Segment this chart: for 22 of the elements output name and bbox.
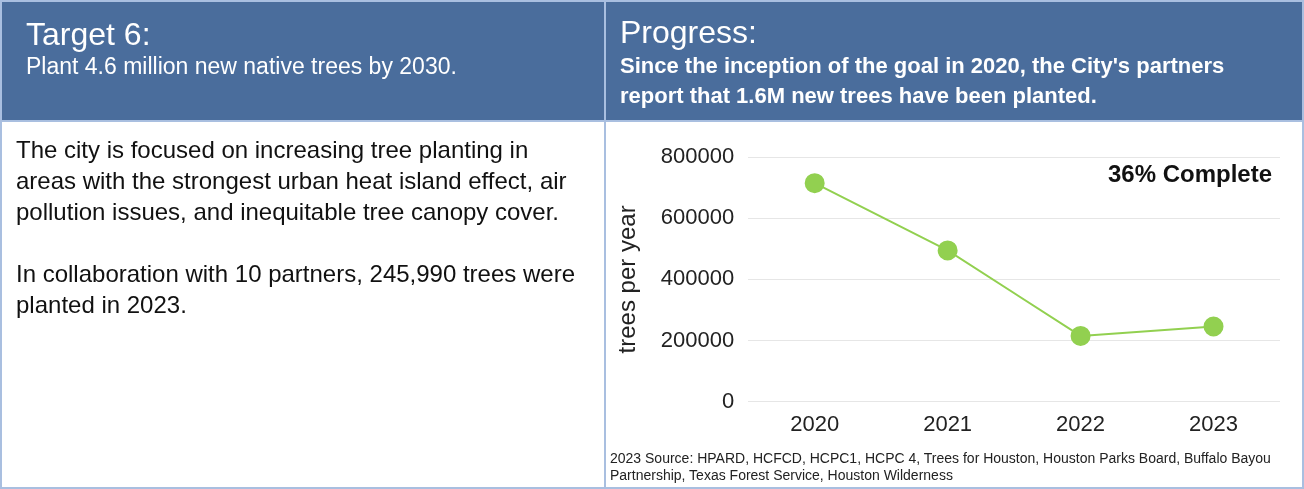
text: Target 6: [26,16,152,53]
point [804,173,825,194]
y-axis-title: trees per year [613,205,641,354]
text: In collaboration with 10 partners, 245,990 trees were planted in 2023. [16,259,576,320]
text: 2023 Source: HPARD, HCFCD, HCPC1, HCPC 4, Trees for Houston, Houston Parks Board, Buffalo Bayou Partnership, Texas Forest Service, Houston Wilderness [610,450,1272,484]
point [1203,316,1224,337]
point [1070,325,1091,346]
y-tick-label: 600000 [660,204,735,230]
chart-title: Progress: [620,14,758,51]
text: The city is focused on increasing tree planting in areas with the strongest urban heat island effect, air pollution issues, and inequitable tree canopy cover. [16,135,568,227]
x-tick-label: 2021 [923,410,973,436]
y-tick-label: 200000 [660,326,735,352]
y-tick-label: 0 [721,387,735,413]
chart-subtitle: Since the inception of the goal in 2020, the City's partners report that 1.6M new trees have been planted. [620,52,1226,110]
y-tick-label: 400000 [660,265,735,291]
point [937,240,958,261]
text: Plant 4.6 million new native trees by 2030. [26,53,458,80]
x-tick-label: 2022 [1056,410,1106,436]
annotation: 36% Complete [1107,160,1272,188]
x-tick-label: 2020 [790,410,840,436]
x-tick-label: 2023 [1189,410,1238,436]
y-tick-label: 800000 [660,143,735,169]
